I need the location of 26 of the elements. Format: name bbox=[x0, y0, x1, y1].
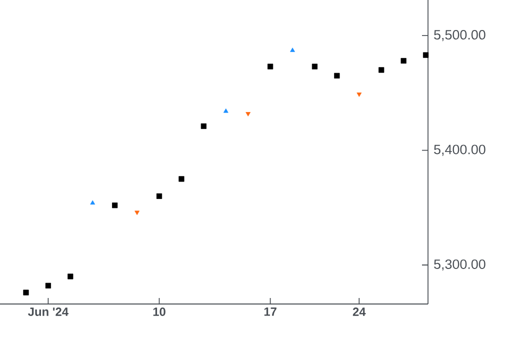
point bbox=[223, 108, 228, 113]
point bbox=[134, 210, 140, 216]
point bbox=[422, 52, 429, 58]
point bbox=[23, 290, 29, 296]
y-tick-label: 5,500.00 bbox=[434, 30, 486, 42]
point bbox=[312, 64, 318, 70]
point bbox=[112, 202, 118, 208]
point bbox=[356, 92, 362, 97]
point bbox=[178, 176, 184, 182]
point bbox=[378, 67, 384, 73]
y-tick-label: 5,300.00 bbox=[434, 259, 486, 271]
point bbox=[268, 64, 274, 70]
point bbox=[400, 58, 406, 64]
point bbox=[246, 112, 251, 116]
point bbox=[290, 48, 295, 52]
point bbox=[156, 193, 162, 199]
x-tick-label: 24 bbox=[352, 308, 366, 316]
point bbox=[334, 72, 340, 79]
x-tick-label: 10 bbox=[153, 308, 166, 316]
point bbox=[45, 282, 51, 288]
y-tick-label: 5,400.00 bbox=[434, 144, 486, 156]
point bbox=[68, 274, 74, 280]
x-tick-label: Jun '24 bbox=[28, 308, 68, 316]
point bbox=[200, 123, 206, 129]
x-tick-label: 17 bbox=[264, 308, 276, 316]
point bbox=[90, 200, 96, 205]
